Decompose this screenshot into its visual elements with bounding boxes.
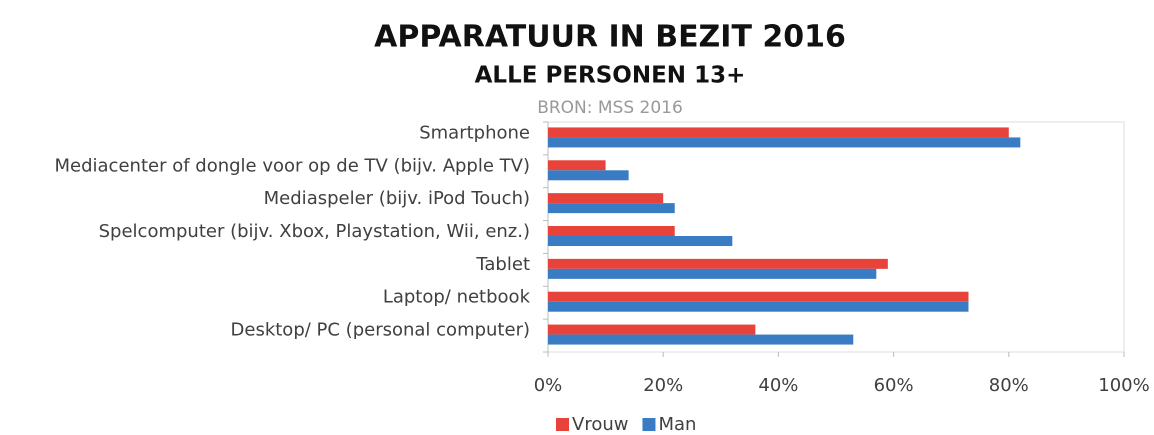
x-tick-label: 20% [643, 375, 683, 396]
bar [548, 301, 969, 312]
category-label: Tablet [475, 254, 530, 275]
bar [548, 170, 629, 181]
bar [548, 226, 675, 236]
legend-label: Vrouw [572, 414, 628, 435]
x-tick-label: 40% [758, 375, 798, 396]
legend-swatch [642, 418, 656, 431]
bar [548, 324, 756, 335]
bar [548, 236, 733, 246]
legend-label: Man [658, 414, 696, 435]
category-label: Mediacenter of dongle voor op de TV (bij… [55, 155, 531, 176]
source: BRON: MSS 2016 [537, 98, 683, 118]
category-label: Mediaspeler (bijv. iPod Touch) [264, 188, 530, 209]
bar [548, 268, 877, 279]
bar [548, 258, 888, 269]
bar [548, 203, 675, 214]
x-tick-label: 100% [1098, 375, 1149, 396]
x-tick-label: 60% [874, 375, 914, 396]
bar [548, 160, 606, 171]
legend-swatch [556, 418, 569, 431]
bar [548, 137, 1021, 148]
category-label: Laptop/ netbook [383, 287, 531, 308]
x-tick-label: 0% [534, 375, 563, 396]
category-label: Desktop/ PC (personal computer) [231, 320, 530, 341]
bar [548, 291, 969, 302]
x-tick-label: 80% [989, 375, 1029, 396]
category-label: Smartphone [419, 122, 530, 143]
category-label: Spelcomputer (bijv. Xbox, Playstation, W… [99, 221, 530, 242]
bar [548, 127, 1009, 138]
chart-subtitle: ALLE PERSONEN 13+ [475, 63, 746, 89]
bar [548, 334, 854, 345]
bar [548, 193, 664, 204]
chart-title: APPARATUUR IN BEZIT 2016 [374, 20, 846, 55]
